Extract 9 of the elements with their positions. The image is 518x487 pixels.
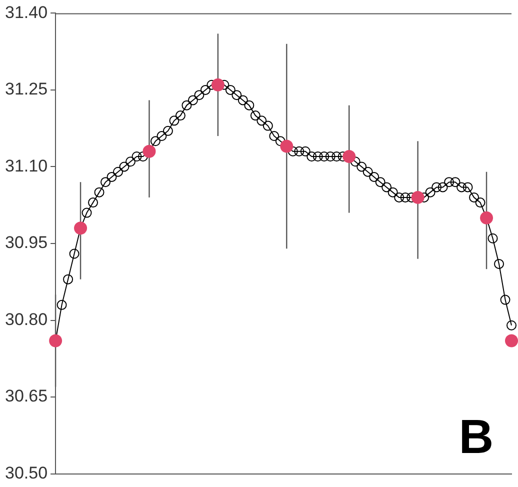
y-tick-label: 31.10 xyxy=(4,156,48,176)
point xyxy=(505,334,518,348)
y-tick-label: 31.25 xyxy=(4,80,48,99)
y-tick-label: 30.50 xyxy=(4,463,48,482)
annotation: B xyxy=(458,411,494,464)
y-tick-label: 30.80 xyxy=(4,310,48,329)
y-tick-label: 31.40 xyxy=(4,2,48,22)
y-tick-label: 30.65 xyxy=(4,386,48,406)
y-tick-label: 30.95 xyxy=(4,233,48,252)
